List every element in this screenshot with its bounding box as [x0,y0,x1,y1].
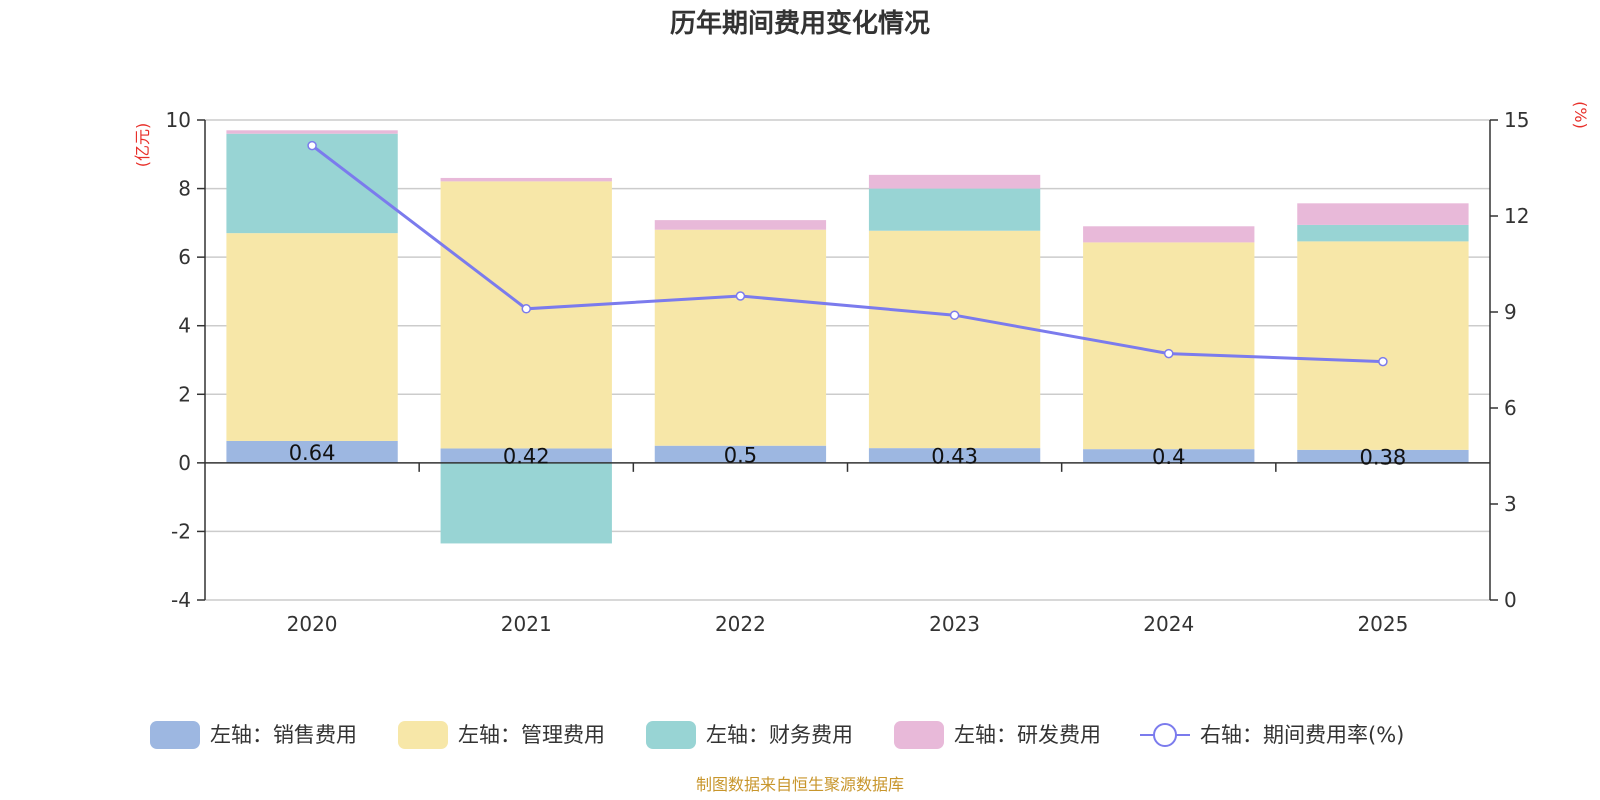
bar-segment [226,233,398,441]
bar-segment [868,188,1041,231]
x-axis-tick-label: 2024 [1143,612,1194,636]
legend-swatch [646,721,696,749]
bar-segment [654,229,827,446]
left-axis-tick-label: 10 [166,108,191,132]
rate-line [311,144,1383,364]
bar-segment [1083,449,1255,463]
bar-segment [1297,224,1469,242]
bar-data-label: 0.42 [503,445,550,469]
bar-segment [1297,449,1469,463]
right-axis-tick-label: 0 [1504,588,1517,612]
bar-segment [1083,242,1255,450]
legend-label: 右轴：期间费用率(%) [1200,723,1404,747]
chart-title: 历年期间费用变化情况 [670,8,930,39]
right-axis-tick-label: 6 [1504,396,1517,420]
rate-point [949,310,960,320]
right-axis-tick-label: 9 [1504,300,1517,324]
x-axis-tick-label: 2020 [287,612,338,636]
legend-swatch [150,721,200,749]
bar-data-label: 0.5 [724,443,757,467]
x-axis-tick-label: 2022 [715,612,766,636]
bar-segment [1297,203,1469,225]
bar-segment [868,174,1041,189]
bar-segment [440,462,612,544]
x-axis-tick-label: 2021 [501,612,552,636]
rate-point [1378,356,1388,367]
source-note: 制图数据来自恒生聚源数据库 [696,775,904,794]
bar-segment [654,220,827,230]
left-axis-tick-label: 4 [178,314,191,338]
rate-point [307,140,317,151]
x-axis-tick-label: 2025 [1357,612,1408,636]
left-axis-tick-label: -4 [171,588,191,612]
bar-data-label: 0.4 [1152,445,1185,469]
bar-segment [226,130,398,134]
bar-segment [226,440,398,463]
right-axis-tick-label: 3 [1504,492,1517,516]
x-axis-tick-label: 2023 [929,612,980,636]
legend-swatch [398,721,448,749]
gridlines [205,119,1490,601]
bar-data-label: 0.38 [1360,445,1407,469]
rate-point [521,304,531,314]
line-layer [307,140,1388,367]
legend-label: 左轴：财务费用 [706,723,853,747]
legend-label: 左轴：管理费用 [458,723,605,747]
left-axis-tick-label: -2 [171,519,191,543]
bar-layer [226,130,1469,544]
left-axis-tick-label: 0 [178,451,191,475]
bar-segment [440,181,612,449]
bar-segment [440,177,612,182]
axes: -4 -2 0 2 4 6 8 10 0 3 6 9 12 15 2020 2021 2022 2023 2024 2… [166,108,1530,636]
bar-segment [1083,226,1255,243]
bar-data-label: 0.43 [931,444,978,468]
legend-label: 左轴：研发费用 [954,723,1101,747]
right-axis-tick-label: 15 [1504,108,1529,132]
left-axis-unit: (亿元) [133,123,152,168]
left-axis-tick-label: 8 [178,177,191,201]
data-labels: 0.64 0.42 0.5 0.43 0.4 0.38 [289,441,1407,469]
bar-segment [868,448,1041,463]
legend-label: 左轴：销售费用 [210,723,357,747]
bar-segment [440,448,612,463]
bar-segment [1297,241,1469,450]
rate-point [735,291,746,301]
legend: 左轴：销售费用 左轴：管理费用 左轴：财务费用 左轴：研发费用 右轴：期间费用率(%) [150,721,1404,749]
right-axis-unit: (%) [1571,101,1590,129]
bar-segment [868,230,1041,449]
legend-swatch [894,721,944,749]
bar-segment [654,445,827,463]
left-axis-tick-label: 2 [178,382,191,406]
rate-point [1164,348,1174,359]
bar-data-label: 0.64 [289,441,336,465]
right-axis-tick-label: 12 [1504,204,1529,228]
legend-marker [1153,723,1177,747]
left-axis-tick-label: 6 [178,245,191,269]
